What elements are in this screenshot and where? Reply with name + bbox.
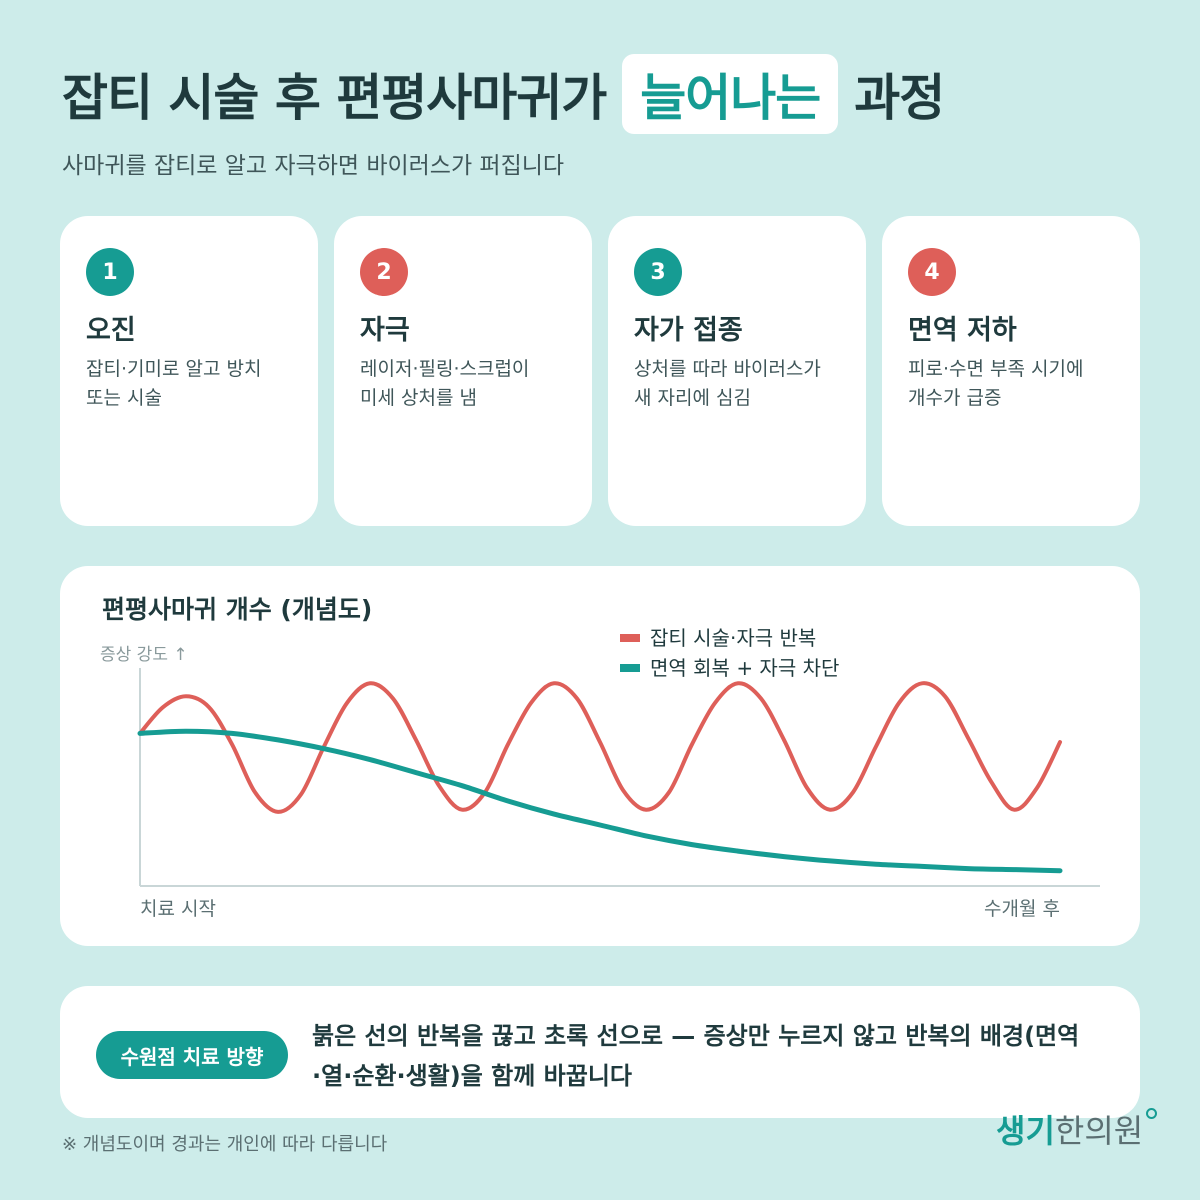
title-before: 잡티 시술 후 편평사마귀가 <box>62 69 607 127</box>
step-description: 잡티·기미로 알고 방치 또는 시술 <box>86 355 304 413</box>
direction-callout: 수원점 치료 방향 붉은 선의 반복을 끊고 초록 선으로 — 증상만 누르지 … <box>60 986 1140 1118</box>
x-axis-end-label: 수개월 후 <box>984 898 1060 920</box>
title-highlight: 늘어나는 <box>622 54 839 134</box>
step-description: 피로·수면 부족 시기에 개수가 급증 <box>908 355 1126 413</box>
step-description-line: 개수가 급증 <box>908 387 1002 409</box>
page-subtitle: 사마귀를 잡티로 알고 자극하면 바이러스가 퍼집니다 <box>62 153 565 179</box>
step-description-line: 레이저·필링·스크럽이 <box>360 358 530 380</box>
x-axis-start-label: 치료 시작 <box>140 898 216 920</box>
step-description-line: 미세 상처를 냄 <box>360 387 477 409</box>
step-title: 자가 접종 <box>634 315 743 346</box>
step-number-badge: 1 <box>86 248 134 296</box>
step-description-line: 피로·수면 부족 시기에 <box>908 358 1084 380</box>
step-description: 상처를 따라 바이러스가 새 자리에 심김 <box>634 355 852 413</box>
legend-label-teal: 면역 회복 + 자극 차단 <box>650 656 839 680</box>
title-after: 과정 <box>854 69 945 127</box>
step-title: 면역 저하 <box>908 315 1017 346</box>
step-description-line: 잡티·기미로 알고 방치 <box>86 358 262 380</box>
step-number-badge: 4 <box>908 248 956 296</box>
step-description-line: 상처를 따라 바이러스가 <box>634 358 821 380</box>
chart-card: 편평사마귀 개수 (개념도) 증상 강도 ↑ 치료 시작 수개월 후 잡티 시술… <box>60 566 1140 946</box>
step-card-3: 3 자가 접종 상처를 따라 바이러스가 새 자리에 심김 <box>608 216 866 526</box>
series-line-stimulation <box>138 681 1062 814</box>
legend-label-red: 잡티 시술·자극 반복 <box>650 626 816 650</box>
brand-name-part1: 생기 <box>996 1112 1055 1150</box>
chart-title: 편평사마귀 개수 (개념도) <box>102 595 372 624</box>
step-description-line: 또는 시술 <box>86 387 162 409</box>
y-axis-label: 증상 강도 ↑ <box>100 645 188 665</box>
brand-dot-icon <box>1146 1108 1158 1119</box>
step-description-line: 새 자리에 심김 <box>634 387 751 409</box>
direction-message-line: ·열·순환·생활)을 함께 바꿉니다 <box>312 1062 632 1090</box>
step-title: 오진 <box>86 315 136 346</box>
line-chart: 편평사마귀 개수 (개념도) 증상 강도 ↑ 치료 시작 수개월 후 잡티 시술… <box>100 595 1100 920</box>
step-title: 자극 <box>360 315 410 346</box>
page-title: 잡티 시술 후 편평사마귀가 늘어나는 과정 <box>62 52 945 136</box>
series-line-recovery <box>137 728 1063 874</box>
brand-logo: 생기한의원 <box>996 1106 1158 1152</box>
direction-pill: 수원점 치료 방향 <box>96 1031 288 1079</box>
footnote: ※ 개념도이며 경과는 개인에 따라 다릅니다 <box>62 1134 388 1155</box>
step-number-badge: 3 <box>634 248 682 296</box>
brand-name-part2: 한의원 <box>1054 1112 1144 1150</box>
direction-message-line: 붉은 선의 반복을 끊고 초록 선으로 — 증상만 누르지 않고 반복의 배경(… <box>312 1022 1080 1050</box>
step-description: 레이저·필링·스크럽이 미세 상처를 냄 <box>360 355 578 413</box>
step-number-badge: 2 <box>360 248 408 296</box>
step-card-2: 2 자극 레이저·필링·스크럽이 미세 상처를 냄 <box>334 216 592 526</box>
step-card-1: 1 오진 잡티·기미로 알고 방치 또는 시술 <box>60 216 318 526</box>
step-card-4: 4 면역 저하 피로·수면 부족 시기에 개수가 급증 <box>882 216 1140 526</box>
direction-message: 붉은 선의 반복을 끊고 초록 선으로 — 증상만 누르지 않고 반복의 배경(… <box>312 1016 1112 1096</box>
